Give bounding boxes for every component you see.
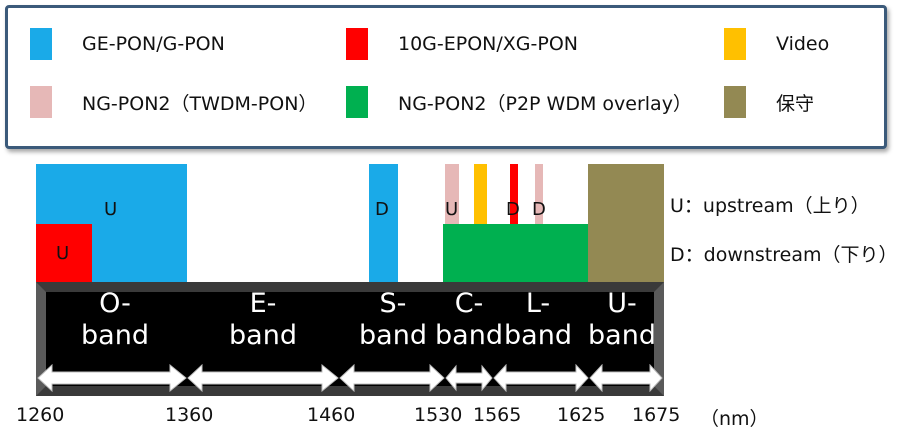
swatch-maintenance: [724, 86, 746, 118]
legend-label-maintenance: 保守: [776, 92, 815, 115]
legend-label-video: Video: [776, 33, 830, 55]
s-band-downstream-label: D: [375, 199, 389, 220]
legend-label-p2p-wdm: NG-PON2（P2P WDM overlay）: [398, 92, 692, 115]
l-band-downstream-label-pink: D: [532, 199, 546, 220]
twdm-downstream-block: [535, 164, 543, 224]
legend-item-maintenance: 保守: [724, 86, 814, 118]
s-band-ge-pon-block: [369, 164, 398, 284]
red-upstream-label: U: [56, 243, 70, 264]
l-band-downstream-label-red: D: [506, 199, 520, 220]
o-band-arrow-icon: [37, 364, 187, 392]
legend-label-ge-pon: GE-PON/G-PON: [82, 33, 225, 55]
tick-1460: 1460: [307, 404, 356, 426]
band-u: U- band: [588, 288, 656, 351]
legend-item-twdm-pon: NG-PON2（TWDM-PON）: [30, 86, 317, 118]
maintenance-block: [588, 164, 664, 284]
band-c: C- band: [435, 288, 503, 351]
unit-label: （nm）: [700, 408, 769, 430]
legend-item-video: Video: [724, 28, 829, 60]
swatch-ge-pon: [30, 28, 52, 60]
legend-item-ge-pon: GE-PON/G-PON: [30, 28, 225, 60]
legend-item-p2p-wdm: NG-PON2（P2P WDM overlay）: [346, 86, 692, 118]
downstream-note: D：downstream（下り）: [670, 244, 898, 266]
tick-1625: 1625: [557, 404, 606, 426]
swatch-p2p-wdm: [346, 86, 368, 118]
legend-label-twdm-pon: NG-PON2（TWDM-PON）: [82, 92, 318, 115]
tick-1675: 1675: [632, 404, 681, 426]
tick-1530: 1530: [414, 404, 463, 426]
l-band-arrow-icon: [493, 364, 589, 392]
s-band-arrow-icon: [339, 364, 445, 392]
10g-epon-downstream-block: [510, 164, 518, 224]
u-band-arrow-icon: [589, 364, 663, 392]
swatch-twdm-pon: [30, 86, 52, 118]
band-s: S- band: [359, 288, 427, 351]
tick-1565: 1565: [473, 404, 522, 426]
video-block: [474, 164, 487, 224]
upstream-note: U：upstream（上り）: [670, 195, 870, 217]
band-o: O- band: [81, 288, 149, 351]
o-band-10g-epon-block: [36, 224, 92, 284]
c-band-upstream-label: U: [445, 199, 459, 220]
swatch-video: [724, 28, 746, 60]
band-l: L- band: [504, 288, 572, 351]
band-e: E- band: [229, 288, 297, 351]
band-bar: O- band E- band S- band C- band L- band …: [36, 282, 664, 396]
c-band-arrow-icon: [445, 364, 493, 392]
p2p-wdm-block: [443, 224, 588, 284]
e-band-arrow-icon: [187, 364, 339, 392]
o-band-upstream-label: U: [104, 199, 118, 220]
twdm-upstream-block: [445, 164, 459, 224]
legend-item-10g-epon: 10G-EPON/XG-PON: [346, 28, 578, 60]
legend: GE-PON/G-PON 10G-EPON/XG-PON Video NG-PO…: [5, 5, 887, 149]
tick-1260: 1260: [16, 404, 65, 426]
tick-1360: 1360: [165, 404, 214, 426]
legend-label-10g-epon: 10G-EPON/XG-PON: [398, 33, 579, 55]
band-arrows: [37, 364, 663, 392]
swatch-10g-epon: [346, 28, 368, 60]
